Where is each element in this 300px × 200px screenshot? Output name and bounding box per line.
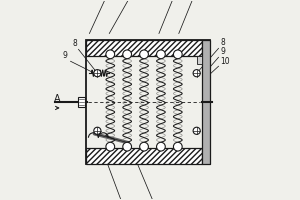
Text: 8: 8 (220, 38, 225, 47)
Circle shape (173, 142, 182, 151)
Circle shape (94, 127, 101, 134)
Circle shape (140, 142, 148, 151)
Circle shape (94, 70, 101, 77)
Circle shape (106, 50, 115, 59)
Bar (77, 97, 86, 107)
Text: 8: 8 (72, 39, 77, 48)
Text: 10: 10 (220, 57, 230, 66)
Bar (86, 40, 210, 164)
Text: 9: 9 (220, 47, 225, 56)
Bar (86, 40, 202, 56)
Bar (197, 56, 202, 64)
Circle shape (157, 50, 165, 59)
Bar (202, 40, 210, 164)
Circle shape (193, 70, 200, 77)
Text: 9: 9 (62, 51, 67, 60)
Circle shape (157, 142, 165, 151)
Text: A: A (54, 94, 60, 104)
Circle shape (106, 142, 115, 151)
Circle shape (123, 50, 131, 59)
Bar (86, 148, 202, 164)
Circle shape (193, 127, 200, 134)
Circle shape (140, 50, 148, 59)
Circle shape (123, 142, 131, 151)
Circle shape (173, 50, 182, 59)
